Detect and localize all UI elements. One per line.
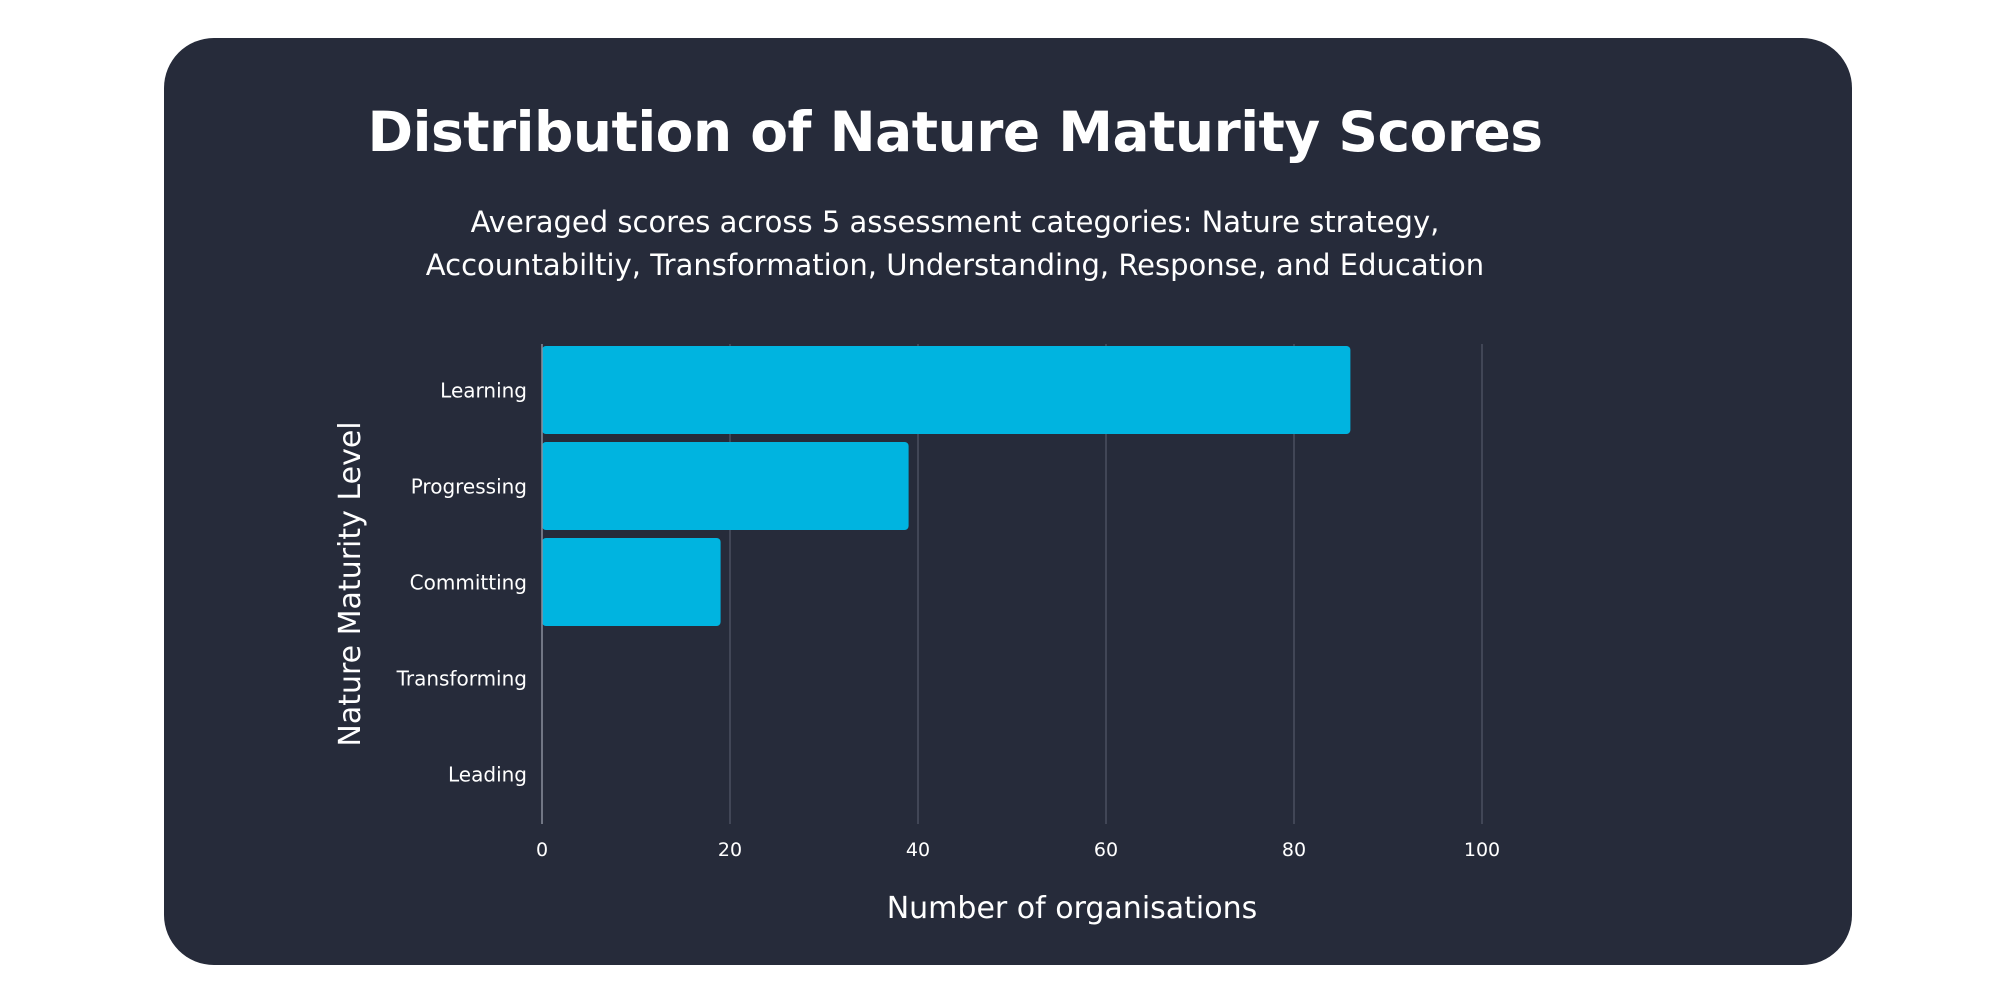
bar-learning — [542, 346, 1351, 434]
x-axis-title: Number of organisations — [887, 891, 1258, 926]
y-tick-label-committing: Committing — [410, 571, 527, 595]
x-tick-label-5: 100 — [1464, 839, 1500, 861]
chart-subtitle: Averaged scores across 5 assessment cate… — [380, 201, 1530, 287]
chart-card — [164, 38, 1852, 965]
chart-title: Distribution of Nature Maturity Scores — [367, 100, 1543, 164]
subtitle-line-1: Averaged scores across 5 assessment cate… — [470, 205, 1440, 239]
x-tick-label-4: 80 — [1282, 839, 1306, 861]
bar-progressing — [542, 442, 909, 530]
y-tick-label-leading: Leading — [448, 763, 527, 787]
x-tick-label-2: 40 — [906, 839, 930, 861]
y-tick-label-progressing: Progressing — [411, 475, 527, 499]
y-tick-label-transforming: Transforming — [396, 667, 527, 691]
subtitle-line-2: Accountabiltiy, Transformation, Understa… — [425, 248, 1485, 282]
y-axis-title: Nature Maturity Level — [333, 421, 368, 746]
y-tick-label-learning: Learning — [440, 379, 527, 403]
bar-committing — [542, 538, 721, 626]
x-tick-label-3: 60 — [1094, 839, 1118, 861]
x-tick-label-1: 20 — [718, 839, 742, 861]
x-tick-label-0: 0 — [536, 839, 548, 861]
